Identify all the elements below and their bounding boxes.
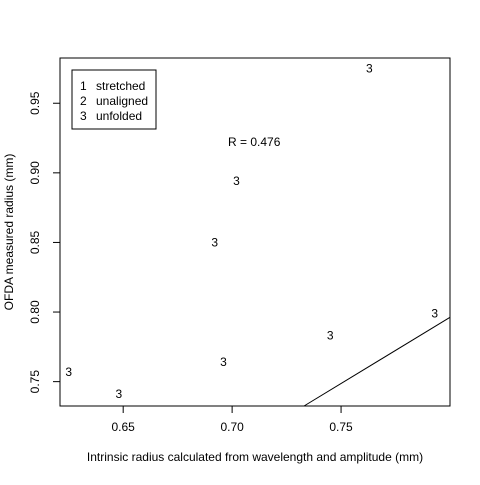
x-tick-label: 0.65 (112, 420, 136, 434)
fit-line-layer (303, 316, 451, 407)
data-point: 3 (211, 235, 218, 249)
points-layer: 3 3 3 3 3 3 3 3 (65, 61, 438, 401)
y-tick-label: 0.95 (28, 91, 42, 115)
y-tick-label: 0.85 (28, 230, 42, 254)
legend-marker-3: 3 (80, 109, 87, 123)
data-point: 3 (115, 387, 122, 401)
x-axis-label: Intrinsic radius calculated from wavelen… (87, 450, 423, 464)
correlation-annotation: R = 0.476 (228, 135, 281, 149)
legend: 1 stretched 2 unaligned 3 unfolded (71, 69, 157, 130)
y-tick-label: 0.90 (28, 161, 42, 185)
data-point: 3 (431, 306, 438, 320)
y-axis: 0.75 0.80 0.85 0.90 0.95 (28, 91, 61, 394)
legend-marker-1: 1 (80, 79, 87, 93)
data-point: 3 (233, 174, 240, 188)
legend-label-unfolded: unfolded (96, 109, 142, 123)
y-axis-label: OFDA measured radius (mm) (2, 154, 16, 311)
legend-label-unaligned: unaligned (96, 94, 148, 108)
data-point: 3 (327, 329, 334, 343)
x-axis: 0.65 0.70 0.75 (112, 405, 353, 434)
data-point: 3 (65, 365, 72, 379)
data-point: 3 (366, 61, 373, 75)
y-tick-label: 0.80 (28, 300, 42, 324)
legend-box (71, 69, 157, 130)
legend-marker-2: 2 (80, 94, 87, 108)
y-tick-label: 0.75 (28, 370, 42, 394)
fit-line (303, 316, 451, 407)
data-point: 3 (220, 355, 227, 369)
legend-label-stretched: stretched (96, 79, 145, 93)
x-tick-label: 0.70 (220, 420, 244, 434)
x-tick-label: 0.75 (329, 420, 353, 434)
